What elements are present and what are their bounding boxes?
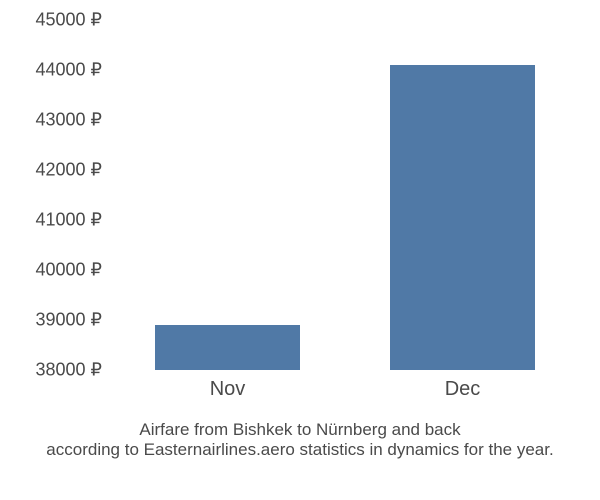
y-tick-label: 41000 ₽ (35, 210, 110, 231)
y-tick-label: 39000 ₽ (35, 310, 110, 331)
y-tick-label: 45000 ₽ (35, 10, 110, 31)
bar-dec (390, 65, 536, 370)
airfare-bar-chart: 38000 ₽ 39000 ₽ 40000 ₽ 41000 ₽ 42000 ₽ 43000… (0, 0, 600, 500)
y-tick-label: 40000 ₽ (35, 260, 110, 281)
x-tick-label: Dec (445, 370, 481, 401)
x-tick-label: Nov (210, 370, 246, 401)
y-tick-label: 44000 ₽ (35, 60, 110, 81)
bar-nov (155, 325, 301, 370)
y-tick-label: 43000 ₽ (35, 110, 110, 131)
caption-line: Airfare from Bishkek to Nürnberg and bac… (0, 420, 600, 440)
chart-caption: Airfare from Bishkek to Nürnberg and bac… (0, 420, 600, 460)
y-tick-label: 38000 ₽ (35, 360, 110, 381)
caption-line: according to Easternairlines.aero statis… (0, 440, 600, 460)
plot-area: 38000 ₽39000 ₽40000 ₽41000 ₽42000 ₽43000… (110, 20, 580, 370)
y-tick-label: 42000 ₽ (35, 160, 110, 181)
